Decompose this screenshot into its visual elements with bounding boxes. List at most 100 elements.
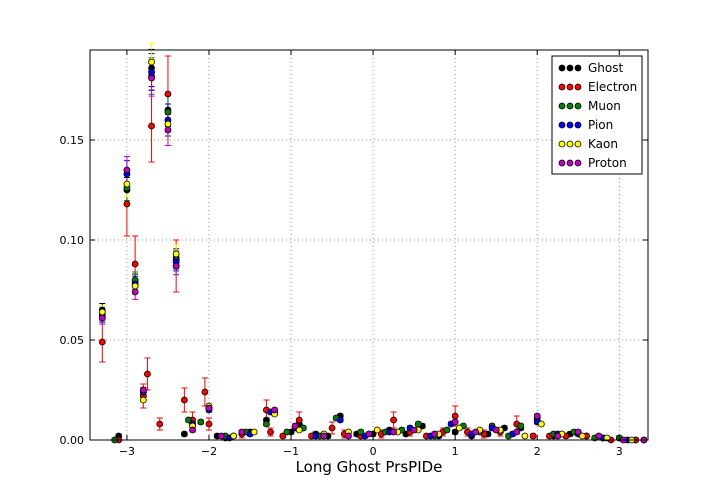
data-point (98, 338, 106, 346)
data-point (431, 430, 439, 438)
data-point (180, 396, 188, 404)
data-point (443, 426, 451, 434)
data-point (390, 416, 398, 424)
data-point (205, 404, 213, 412)
data-point (238, 428, 246, 436)
data-point (345, 432, 352, 440)
data-point (164, 120, 172, 128)
legend-marker (566, 64, 574, 72)
x-axis-label: Long Ghost PrsPIDe (296, 458, 443, 476)
data-point (263, 420, 270, 428)
x-tick-label: 0 (370, 445, 377, 458)
data-point (578, 432, 586, 440)
legend-marker (566, 121, 574, 129)
data-point (414, 420, 422, 428)
legend-label: Proton (588, 156, 627, 170)
data-point (217, 432, 225, 440)
data-point (554, 432, 562, 440)
data-point (291, 422, 299, 430)
x-tick-label: 3 (616, 445, 623, 458)
data-point (451, 412, 459, 420)
data-point (451, 418, 459, 426)
y-axis-ticks: 0.00 0.05 0.10 0.15 (60, 134, 648, 447)
data-point (189, 426, 196, 434)
x-axis-ticks: −3 −2 −1 0 1 2 3 (119, 50, 623, 458)
data-point (295, 416, 303, 424)
data-point (320, 432, 328, 440)
data-point (357, 428, 365, 436)
data-point (98, 314, 106, 322)
data-point (123, 166, 131, 174)
data-point (365, 430, 373, 438)
data-point (131, 288, 139, 296)
data-point (336, 416, 344, 424)
data-point (521, 432, 529, 440)
data-point (533, 412, 541, 420)
data-point (410, 426, 418, 434)
data-point (201, 388, 209, 396)
legend-marker (574, 64, 582, 72)
y-tick-label: 0.00 (60, 434, 85, 447)
data-point (139, 396, 147, 404)
data-point (148, 122, 155, 130)
x-tick-label: −3 (119, 445, 135, 458)
legend-marker (574, 140, 582, 148)
data-point (328, 424, 336, 432)
data-point (156, 420, 164, 428)
data-point (148, 74, 155, 82)
data-point (529, 432, 537, 440)
data-point (279, 432, 287, 440)
legend-label: Pion (588, 118, 613, 132)
data-points (98, 58, 648, 444)
legend-label: Kaon (588, 137, 618, 151)
data-point (131, 260, 139, 268)
data-point (172, 250, 180, 258)
legend-box (551, 55, 643, 175)
legend-marker (558, 64, 566, 72)
plot-frame (89, 49, 649, 441)
y-tick-label: 0.10 (60, 234, 85, 247)
legend-marker (558, 102, 566, 110)
data-point (390, 428, 398, 436)
legend-marker (574, 102, 582, 110)
data-point (595, 432, 603, 440)
legend-marker (566, 83, 574, 91)
data-point (230, 432, 238, 440)
data-point (164, 108, 172, 116)
data-point (148, 68, 155, 76)
legend-marker (566, 159, 574, 167)
legend-marker (574, 159, 582, 167)
x-tick-label: −2 (201, 445, 217, 458)
data-point (574, 428, 582, 436)
data-point (271, 406, 279, 414)
data-point (172, 262, 180, 270)
data-point (144, 370, 151, 378)
data-point (148, 58, 155, 66)
data-point (295, 426, 303, 434)
data-point (164, 90, 172, 98)
legend: Ghost Electron Muon Pion Kaon Proton (551, 55, 643, 175)
data-point (123, 200, 131, 208)
data-point (98, 308, 106, 316)
legend-label: Ghost (588, 61, 623, 75)
data-point (250, 428, 258, 436)
data-point (139, 386, 147, 394)
legend-label: Muon (588, 99, 621, 113)
x-tick-label: 1 (452, 445, 459, 458)
data-point (312, 432, 320, 440)
legend-marker (558, 140, 566, 148)
legend-marker (574, 121, 582, 129)
data-point (283, 428, 291, 436)
data-point (164, 126, 172, 134)
legend-label: Electron (588, 80, 637, 94)
data-point (131, 282, 139, 290)
y-tick-label: 0.15 (60, 134, 85, 147)
data-point (513, 428, 521, 436)
data-point (455, 424, 463, 432)
data-point (180, 430, 188, 438)
legend-marker (558, 83, 566, 91)
data-point (472, 428, 480, 436)
data-point (537, 420, 545, 428)
data-point (517, 422, 525, 430)
